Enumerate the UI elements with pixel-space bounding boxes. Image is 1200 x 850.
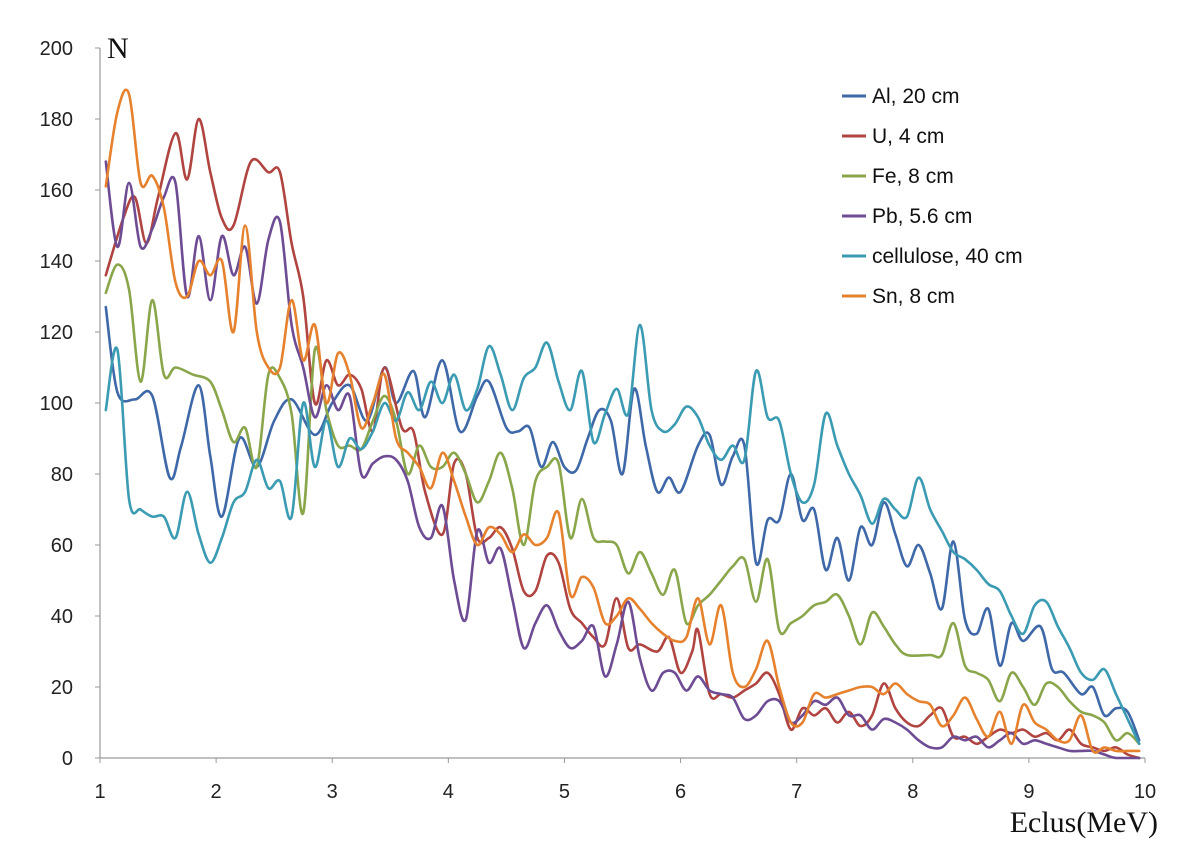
x-axis-title: Eclus(MeV)	[1010, 806, 1158, 839]
y-tick-label: 200	[40, 38, 73, 60]
legend-label-pb-5-6-cm: Pb, 5.6 cm	[872, 205, 972, 228]
series-line-sn-8-cm	[104, 88, 1141, 754]
y-tick-label: 120	[40, 322, 73, 344]
series-lines	[104, 88, 1141, 760]
y-tick-label: 180	[40, 109, 73, 131]
legend-label-cellulose-40-cm: cellulose, 40 cm	[872, 245, 1023, 268]
x-tick-label: 5	[559, 781, 570, 803]
y-tick-label: 40	[51, 606, 73, 628]
y-axis-title: N	[107, 32, 129, 65]
legend-label-u-4-cm: U, 4 cm	[872, 125, 944, 148]
y-tick-label: 100	[40, 393, 73, 415]
y-tick-label: 20	[51, 677, 73, 699]
series-line-u-4-cm	[104, 117, 1141, 760]
legend: Al, 20 cm U, 4 cm Fe, 8 cm Pb, 5.6 cm cellul…	[842, 85, 1023, 308]
legend-label-al-20-cm: Al, 20 cm	[872, 85, 960, 108]
x-tick-label: 8	[907, 781, 918, 803]
y-tick-label: 60	[51, 535, 73, 557]
y-tick-label: 160	[40, 180, 73, 202]
x-tick-label: 1	[94, 781, 105, 803]
x-tick-label: 10	[1134, 781, 1156, 803]
x-tick-label: 2	[211, 781, 222, 803]
x-tick-label: 6	[675, 781, 686, 803]
legend-label-fe-8-cm: Fe, 8 cm	[872, 165, 954, 188]
x-tick-label: 4	[443, 781, 454, 803]
legend-label-sn-8-cm: Sn, 8 cm	[872, 285, 955, 308]
series-line-pb-5-6-cm	[104, 160, 1141, 760]
y-tick-label: 0	[62, 748, 73, 770]
y-tick-labels: 0 20 40 60 80 100 120 140 160 180 200	[40, 38, 100, 770]
x-tick-label: 7	[791, 781, 802, 803]
series-line-fe-8-cm	[104, 263, 1141, 746]
x-tick-label: 3	[327, 781, 338, 803]
series-line-cellulose-40-cm	[104, 323, 1141, 746]
x-tick-label: 9	[1023, 781, 1034, 803]
x-tick-labels: 1 2 3 4 5 6 7 8 9 10	[94, 758, 1156, 803]
y-tick-label: 80	[51, 464, 73, 486]
y-tick-label: 140	[40, 251, 73, 273]
